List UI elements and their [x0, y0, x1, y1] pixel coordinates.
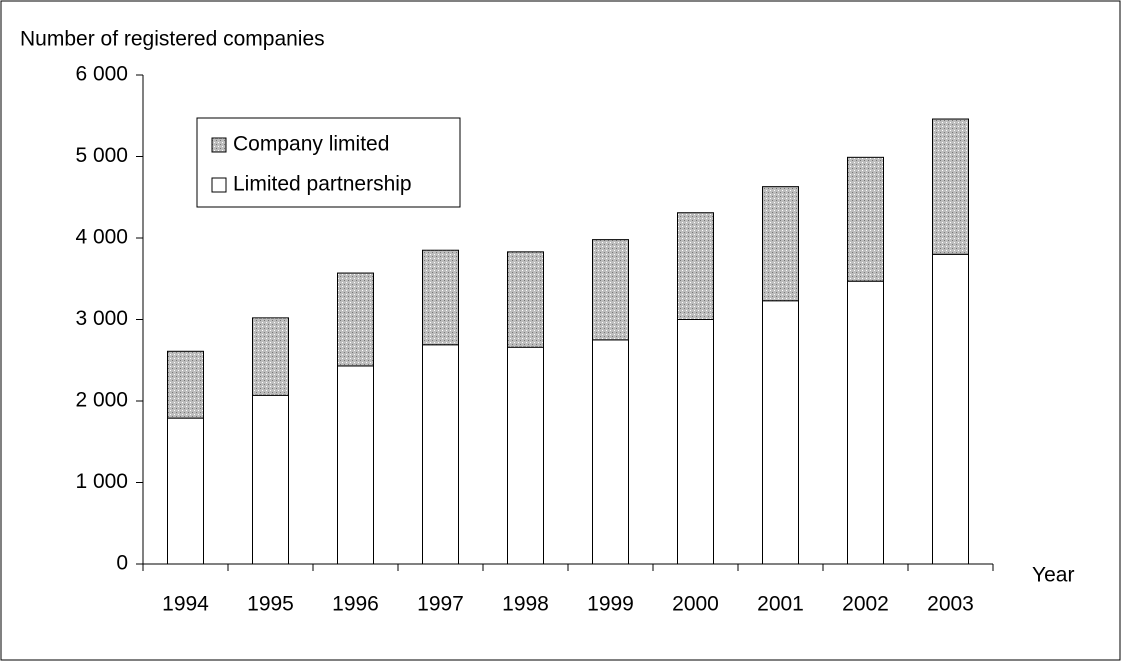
bar-segment — [677, 319, 714, 565]
bar-segment — [507, 346, 544, 565]
y-tick-label: 0 — [116, 552, 128, 575]
legend-box — [196, 117, 461, 208]
bar-segment — [592, 339, 629, 565]
bar-segment — [337, 272, 374, 367]
legend-label: Limited partnership — [233, 173, 412, 196]
bar-segment — [507, 251, 544, 348]
bar-segment — [847, 280, 884, 565]
bar-segment — [167, 417, 204, 565]
legend-swatch — [211, 137, 227, 153]
y-tick-label: 4 000 — [75, 226, 128, 249]
bar-segment — [252, 394, 289, 565]
y-axis-title: Number of registered companies — [20, 28, 325, 51]
bar-segment — [337, 365, 374, 565]
x-axis-title: Year — [1032, 564, 1074, 587]
y-tick-label: 5 000 — [75, 144, 128, 167]
legend-swatch — [211, 177, 227, 193]
bar-segment — [762, 186, 799, 302]
bar-segment — [167, 350, 204, 419]
x-tick-label: 2000 — [672, 593, 719, 616]
bar-segment — [422, 249, 459, 346]
x-tick-label: 2003 — [927, 593, 974, 616]
x-tick-label: 2002 — [842, 593, 889, 616]
bar-segment — [847, 156, 884, 282]
y-tick-label: 1 000 — [75, 470, 128, 493]
x-tick-label: 2001 — [757, 593, 804, 616]
y-tick-label: 6 000 — [75, 63, 128, 86]
x-tick-label: 1996 — [332, 593, 379, 616]
bar-segment — [932, 253, 969, 565]
x-tick-label: 1995 — [247, 593, 294, 616]
bar-segment — [252, 317, 289, 396]
bar-segment — [932, 118, 969, 255]
y-tick-label: 3 000 — [75, 307, 128, 330]
bar-segment — [677, 212, 714, 320]
bar-segment — [422, 344, 459, 565]
y-tick-label: 2 000 — [75, 389, 128, 412]
bar-segment — [592, 239, 629, 341]
x-tick-label: 1997 — [417, 593, 464, 616]
x-tick-label: 1998 — [502, 593, 549, 616]
x-tick-label: 1999 — [587, 593, 634, 616]
x-tick-label: 1994 — [162, 593, 209, 616]
legend-label: Company limited — [233, 133, 389, 156]
bar-segment — [762, 300, 799, 565]
